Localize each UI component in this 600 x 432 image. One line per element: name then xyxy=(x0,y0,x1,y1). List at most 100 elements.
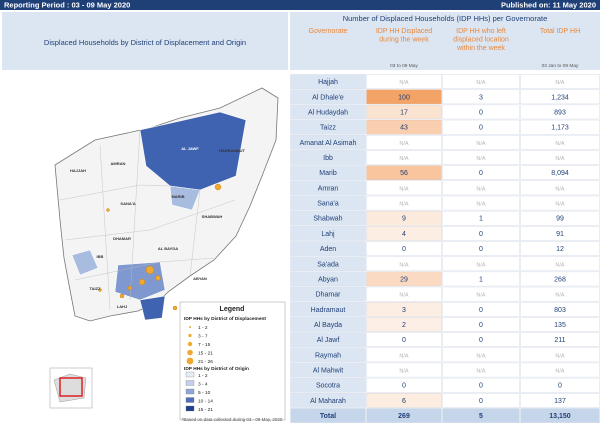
table-cell xyxy=(290,301,366,317)
table-text: Al Hudaydah xyxy=(308,109,348,116)
table-text: 0 xyxy=(402,337,406,344)
table-text: 1,173 xyxy=(551,125,569,132)
table-cell xyxy=(290,256,366,272)
table-text: Ibb xyxy=(323,155,333,162)
table-text: N/A xyxy=(399,80,409,86)
legend-swatch xyxy=(185,405,195,412)
legend-dot xyxy=(187,349,193,356)
map-label: AMRAN xyxy=(111,161,126,166)
table-text: 0 xyxy=(479,231,483,238)
map-label: MARIB xyxy=(171,194,184,199)
table-text: N/A xyxy=(399,202,409,208)
legend-subtitle: IDP HHs by District of Origin xyxy=(184,366,249,372)
table-text: 12 xyxy=(556,246,564,253)
table-cell xyxy=(290,165,366,181)
legend-item: 15 - 21 xyxy=(198,350,213,356)
table-text: 99 xyxy=(556,216,564,223)
column-header: Total IDP HH xyxy=(540,28,580,35)
table-cell xyxy=(366,362,442,378)
legend-swatch xyxy=(185,397,195,403)
table-text: 0 xyxy=(479,246,483,253)
map-label: HADRAMAUT xyxy=(219,148,246,153)
table-text: 17 xyxy=(400,109,408,116)
table-cell xyxy=(442,134,520,150)
table-cell xyxy=(442,377,520,393)
table-cell xyxy=(366,210,442,226)
legend-swatch xyxy=(185,380,195,386)
table-cell xyxy=(290,195,366,211)
heat-fill xyxy=(366,226,442,241)
table-cell xyxy=(290,377,366,393)
table-text: 211 xyxy=(554,337,565,344)
table-text: N/A xyxy=(399,186,409,192)
legend-dot xyxy=(188,333,192,338)
table-text: N/A xyxy=(399,293,409,299)
table-text: 269 xyxy=(398,413,410,420)
table-cell xyxy=(442,332,520,347)
table-text: N/A xyxy=(555,141,565,147)
table-text: N/A xyxy=(555,156,565,162)
table-text: N/A xyxy=(399,353,409,359)
table-text: 0 xyxy=(479,383,483,390)
table-cell xyxy=(290,317,366,332)
table-text: 1,234 xyxy=(551,94,569,101)
table-cell xyxy=(290,408,366,423)
table-text: N/A xyxy=(476,293,486,299)
heat-fill xyxy=(366,271,442,287)
table-text: 0 xyxy=(479,125,483,132)
table-text: Al Bayda xyxy=(314,322,342,329)
map-label: SHABWAH xyxy=(202,214,223,219)
table-text: 0 xyxy=(479,398,483,405)
table-text: 137 xyxy=(554,398,566,405)
table-text: 29 xyxy=(400,276,408,283)
table-text: 4 xyxy=(402,231,406,238)
legend-item: 10 - 14 xyxy=(198,398,213,404)
table-text: 9 xyxy=(402,216,406,223)
legend-item: 3 - 7 xyxy=(198,333,208,339)
map-title: Displaced Households by District of Disp… xyxy=(44,38,246,47)
footnote: *Based on data collected during 03 - 09 … xyxy=(182,417,283,422)
table-cell xyxy=(366,393,442,408)
table-text: Sa'ada xyxy=(317,261,339,268)
table-cell xyxy=(442,195,520,211)
table-text: Al Dhale'e xyxy=(312,94,344,101)
table-text: Raymah xyxy=(315,352,341,359)
table-text: N/A xyxy=(399,141,409,147)
inset-map xyxy=(49,367,93,409)
table-text: 0 xyxy=(479,170,483,177)
table-cell xyxy=(442,119,520,135)
table-text: 0 xyxy=(479,109,483,116)
table-text: Lahj xyxy=(321,231,335,238)
table-text: Dhamar xyxy=(316,292,342,299)
table-cell xyxy=(366,301,442,317)
table-cell xyxy=(290,286,366,302)
table-text: 0 xyxy=(402,383,406,390)
table-text: N/A xyxy=(476,202,486,208)
heat-fill xyxy=(366,393,442,408)
table-cell xyxy=(366,104,442,120)
table-text: 3 xyxy=(402,307,406,314)
table-cell xyxy=(290,119,366,135)
table-text: Marib xyxy=(319,170,337,177)
heat-fill xyxy=(366,120,442,135)
table-text: 6 xyxy=(402,398,406,405)
table-cell xyxy=(366,119,442,135)
map-label: SANA'A xyxy=(120,201,135,206)
table-text: 803 xyxy=(554,307,566,314)
heat-fill xyxy=(366,165,442,180)
table-cell xyxy=(366,134,442,150)
table-cell xyxy=(290,150,366,165)
table-text: 5 xyxy=(479,413,483,420)
published-date: Published on: 11 May 2020 xyxy=(501,1,596,10)
map-title-box xyxy=(2,12,288,70)
table-text: N/A xyxy=(555,186,565,192)
map xyxy=(54,87,279,322)
heat-fill xyxy=(366,104,442,120)
legend-subtitle: IDP HHs by District of Displacement xyxy=(184,316,266,322)
table-text: Amanat Al Asimah xyxy=(300,140,357,147)
origin-region xyxy=(71,249,99,276)
table-text: 3 xyxy=(479,94,483,101)
map-label: HAJJAH xyxy=(70,168,86,173)
map-label: IBB xyxy=(97,254,104,259)
